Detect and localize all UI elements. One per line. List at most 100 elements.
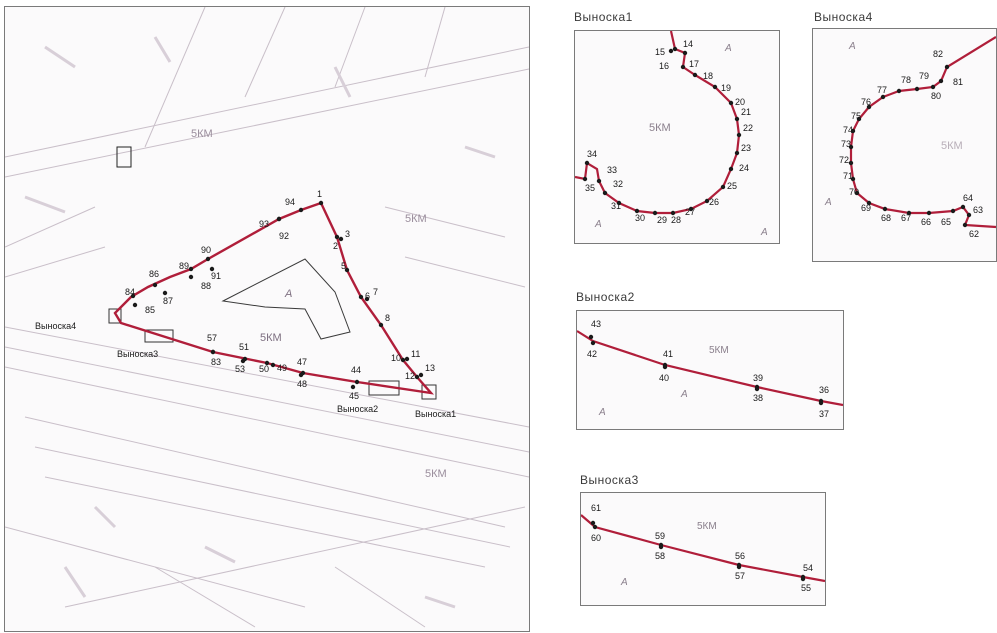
point-label: 76 xyxy=(861,97,871,107)
boundary-point xyxy=(584,160,590,166)
point-label: 13 xyxy=(425,363,435,373)
point-label: 2 xyxy=(333,241,338,251)
point-label: 29 xyxy=(657,215,667,225)
point-label: 80 xyxy=(931,91,941,101)
callout-label-3[interactable]: Выноска3 xyxy=(117,349,158,359)
callout2-title: Выноска2 xyxy=(576,290,635,304)
point-label: 23 xyxy=(741,143,751,153)
boundary-point xyxy=(270,362,276,368)
point-label: 1 xyxy=(317,189,322,199)
main-map-panel: 1 2 3 5 6 7 8 10 11 12 13 44 45 47 48 49 50 51 53 57 83 84 85 8… xyxy=(4,6,530,632)
callout-label-4[interactable]: Выноска4 xyxy=(35,321,76,331)
boundary-point xyxy=(960,204,966,210)
boundary-point xyxy=(854,190,860,196)
boundary-points xyxy=(130,200,424,390)
boundary-point xyxy=(132,302,138,308)
point-label: 25 xyxy=(727,181,737,191)
boundary-point xyxy=(962,222,968,228)
boundary-point xyxy=(736,132,742,138)
point-label: 41 xyxy=(663,349,673,359)
zone-letter: A xyxy=(620,577,628,588)
zone-letter: A xyxy=(824,197,832,208)
boundary-point xyxy=(418,372,424,378)
boundary-point xyxy=(856,116,862,122)
point-label: 87 xyxy=(163,296,173,306)
boundary-point xyxy=(590,520,596,526)
point-label: 24 xyxy=(739,163,749,173)
boundary-point xyxy=(652,210,658,216)
point-label: 32 xyxy=(613,179,623,189)
parcel-boundary xyxy=(113,201,435,395)
callout1-panel: 5КМ A A A 14 15 16 17 18 19 20 21 22 23 … xyxy=(574,30,780,244)
point-label: 48 xyxy=(297,379,307,389)
boundary-point xyxy=(634,208,640,214)
callout4-title: Выноска4 xyxy=(814,10,873,24)
point-label: 21 xyxy=(741,107,751,117)
point-label: 55 xyxy=(801,583,811,593)
point-label: 92 xyxy=(279,231,289,241)
point-label: 7 xyxy=(373,287,378,297)
callout2-panel: 5КМ A A 43 42 41 40 39 38 36 37 xyxy=(576,310,844,430)
point-label: 15 xyxy=(655,47,665,57)
boundary-point xyxy=(616,200,622,206)
point-label: 63 xyxy=(973,205,983,215)
boundary-point xyxy=(754,386,760,392)
point-label: 62 xyxy=(969,229,979,239)
point-label: 22 xyxy=(743,123,753,133)
point-label: 66 xyxy=(921,217,931,227)
point-label: 16 xyxy=(659,61,669,71)
zone-letter: A xyxy=(724,43,732,54)
point-label: 8 xyxy=(385,313,390,323)
point-label: 45 xyxy=(349,391,359,401)
boundary-point xyxy=(896,88,902,94)
boundary-point xyxy=(704,198,710,204)
boundary-point xyxy=(670,210,676,216)
point-label: 5 xyxy=(341,261,346,271)
point-label: 20 xyxy=(735,97,745,107)
point-label: 53 xyxy=(235,364,245,374)
point-label: 54 xyxy=(803,563,813,573)
callout-label-2[interactable]: Выноска2 xyxy=(337,404,378,414)
callout1-title: Выноска1 xyxy=(574,10,633,24)
point-label: 84 xyxy=(125,287,135,297)
point-label: 10 xyxy=(391,353,401,363)
callout4-svg: 5КМ A A 82 81 80 79 78 77 76 75 74 73 72… xyxy=(824,36,996,239)
point-label: 58 xyxy=(655,551,665,561)
boundary-point xyxy=(590,340,596,346)
point-label: 61 xyxy=(591,503,601,513)
boundary-point xyxy=(680,64,686,70)
boundary-point xyxy=(882,206,888,212)
callout-label-1[interactable]: Выноска1 xyxy=(415,409,456,419)
building-outline xyxy=(221,258,351,340)
point-label: 65 xyxy=(941,217,951,227)
zone-letter: A xyxy=(848,41,856,52)
point-label: 42 xyxy=(587,349,597,359)
point-label: 28 xyxy=(671,215,681,225)
boundary-point xyxy=(378,322,384,328)
point-label: 18 xyxy=(703,71,713,81)
point-label: 36 xyxy=(819,385,829,395)
point-label: 56 xyxy=(735,551,745,561)
zone-letter: A xyxy=(598,407,606,418)
point-label: 6 xyxy=(365,291,370,301)
point-label: 47 xyxy=(297,357,307,367)
boundary-point xyxy=(298,372,304,378)
point-label: 37 xyxy=(819,409,829,419)
boundary-point xyxy=(682,50,688,56)
boundary-point xyxy=(818,400,824,406)
point-label: 73 xyxy=(841,139,851,149)
boundary-point xyxy=(672,46,678,52)
boundary-point xyxy=(334,234,340,240)
zone-label: 5КМ xyxy=(191,128,213,140)
zone-letter: A xyxy=(594,219,602,230)
point-label: 44 xyxy=(351,365,361,375)
boundary-point xyxy=(938,78,944,84)
zone-label: 5КМ xyxy=(697,521,717,532)
point-label: 14 xyxy=(683,39,693,49)
point-label: 57 xyxy=(207,333,217,343)
callout2-svg: 5КМ A A 43 42 41 40 39 38 36 37 xyxy=(577,319,843,419)
point-label: 60 xyxy=(591,533,601,543)
point-label: 30 xyxy=(635,213,645,223)
point-label: 49 xyxy=(277,363,287,373)
